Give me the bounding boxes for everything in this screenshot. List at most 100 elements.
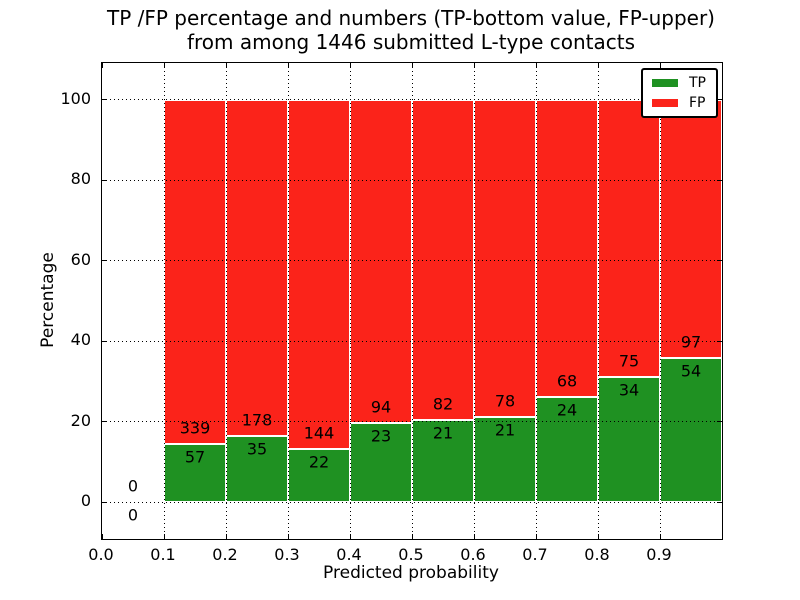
bar-fp-segment <box>288 99 350 449</box>
legend: TP FP <box>641 68 718 118</box>
legend-swatch-fp-icon <box>652 99 678 107</box>
tp-count-label: 0 <box>127 505 139 525</box>
fp-count-label: 178 <box>241 410 273 430</box>
grid-line-v <box>473 63 475 539</box>
fp-count-label: 97 <box>680 332 702 352</box>
y-tick-mark <box>102 179 107 181</box>
grid-line-v <box>597 63 599 539</box>
bar-tp-segment <box>474 416 536 502</box>
grid-line-v <box>411 63 413 539</box>
x-tick-mark <box>659 534 661 539</box>
legend-item-fp: FP <box>652 96 706 110</box>
legend-swatch-tp-icon <box>652 79 678 87</box>
chart-title-line1: TP /FP percentage and numbers (TP-bottom… <box>107 6 715 30</box>
x-tick-mark <box>597 63 599 68</box>
x-tick-label: 0.3 <box>274 545 300 564</box>
bar-tp-segment <box>412 420 474 502</box>
chart-title: TP /FP percentage and numbers (TP-bottom… <box>101 6 721 54</box>
x-tick-label: 0.7 <box>522 545 548 564</box>
x-tick-mark <box>535 534 537 539</box>
bar-fp-segment <box>598 99 660 377</box>
x-tick-mark <box>163 63 165 68</box>
y-tick-mark <box>102 421 107 423</box>
grid-line-v <box>225 63 227 539</box>
fp-count-label: 75 <box>618 351 640 371</box>
fp-count-label: 144 <box>303 423 335 443</box>
bar-tp-segment <box>536 397 598 502</box>
chart-title-line2: from among 1446 submitted L-type contact… <box>186 30 636 54</box>
legend-label-fp: FP <box>689 95 706 111</box>
fp-count-label: 68 <box>556 371 578 391</box>
bar-fp-segment <box>412 99 474 421</box>
grid-line-v <box>163 63 165 539</box>
y-tick-mark <box>102 99 107 101</box>
y-tick-label: 100 <box>60 88 91 108</box>
tp-count-label: 22 <box>308 452 330 472</box>
y-tick-mark <box>717 340 722 342</box>
x-tick-mark <box>659 63 661 68</box>
bar-tp-segment <box>660 358 722 502</box>
x-tick-mark <box>473 534 475 539</box>
x-tick-label: 0.2 <box>212 545 238 564</box>
bar-tp-segment <box>226 435 288 502</box>
x-tick-mark <box>287 63 289 68</box>
x-tick-mark <box>163 534 165 539</box>
y-tick-mark <box>717 501 722 503</box>
y-tick-label: 0 <box>80 491 91 510</box>
fp-count-label: 0 <box>127 476 139 496</box>
x-tick-mark <box>349 63 351 68</box>
x-tick-label: 0.4 <box>336 545 362 564</box>
x-tick-mark <box>349 534 351 539</box>
bar-fp-segment <box>536 99 598 398</box>
tp-count-label: 24 <box>556 400 578 420</box>
x-tick-mark <box>101 534 103 539</box>
fp-count-label: 78 <box>494 391 516 411</box>
x-tick-label: 0.0 <box>88 545 114 564</box>
y-tick-mark <box>717 179 722 181</box>
tp-count-label: 34 <box>618 380 640 400</box>
y-tick-label: 20 <box>70 410 91 430</box>
bar-fp-segment <box>164 99 226 445</box>
grid-line-v <box>287 63 289 539</box>
plot-area: TP FP 0 0 339 57 178 35 144 22 94 23 82 21 78 21 68 24 7… <box>101 62 723 540</box>
y-tick-mark <box>102 501 107 503</box>
y-tick-mark <box>102 340 107 342</box>
x-tick-mark <box>287 534 289 539</box>
bar-fp-segment <box>350 99 412 423</box>
x-tick-label: 0.1 <box>150 545 176 564</box>
x-tick-mark <box>535 63 537 68</box>
tp-count-label: 23 <box>370 426 392 446</box>
y-tick-mark <box>102 260 107 262</box>
bar-tp-segment <box>164 444 226 502</box>
x-tick-mark <box>101 63 103 68</box>
bar-tp-segment <box>288 448 350 502</box>
y-tick-mark <box>717 260 722 262</box>
bar-tp-segment <box>598 376 660 502</box>
tp-count-label: 21 <box>494 420 516 440</box>
tp-count-label: 57 <box>184 447 206 467</box>
x-tick-label: 0.9 <box>646 545 672 564</box>
fp-count-label: 339 <box>179 418 211 438</box>
y-tick-label: 80 <box>70 169 91 189</box>
y-tick-mark <box>717 421 722 423</box>
x-tick-mark <box>597 534 599 539</box>
grid-line-v <box>349 63 351 539</box>
x-tick-mark <box>411 534 413 539</box>
fp-count-label: 94 <box>370 397 392 417</box>
grid-line-v <box>535 63 537 539</box>
x-tick-mark <box>411 63 413 68</box>
x-tick-mark <box>225 63 227 68</box>
x-tick-label: 0.5 <box>398 545 424 564</box>
tp-count-label: 21 <box>432 423 454 443</box>
grid-line-v <box>659 63 661 539</box>
bar-fp-segment <box>660 99 722 359</box>
x-tick-mark <box>225 534 227 539</box>
legend-label-tp: TP <box>689 75 706 91</box>
x-tick-label: 0.6 <box>460 545 486 564</box>
y-tick-mark <box>717 99 722 101</box>
bar-fp-segment <box>474 99 536 417</box>
x-axis-label: Predicted probability <box>323 563 499 583</box>
y-tick-label: 40 <box>70 330 91 350</box>
legend-item-tp: TP <box>652 76 706 90</box>
